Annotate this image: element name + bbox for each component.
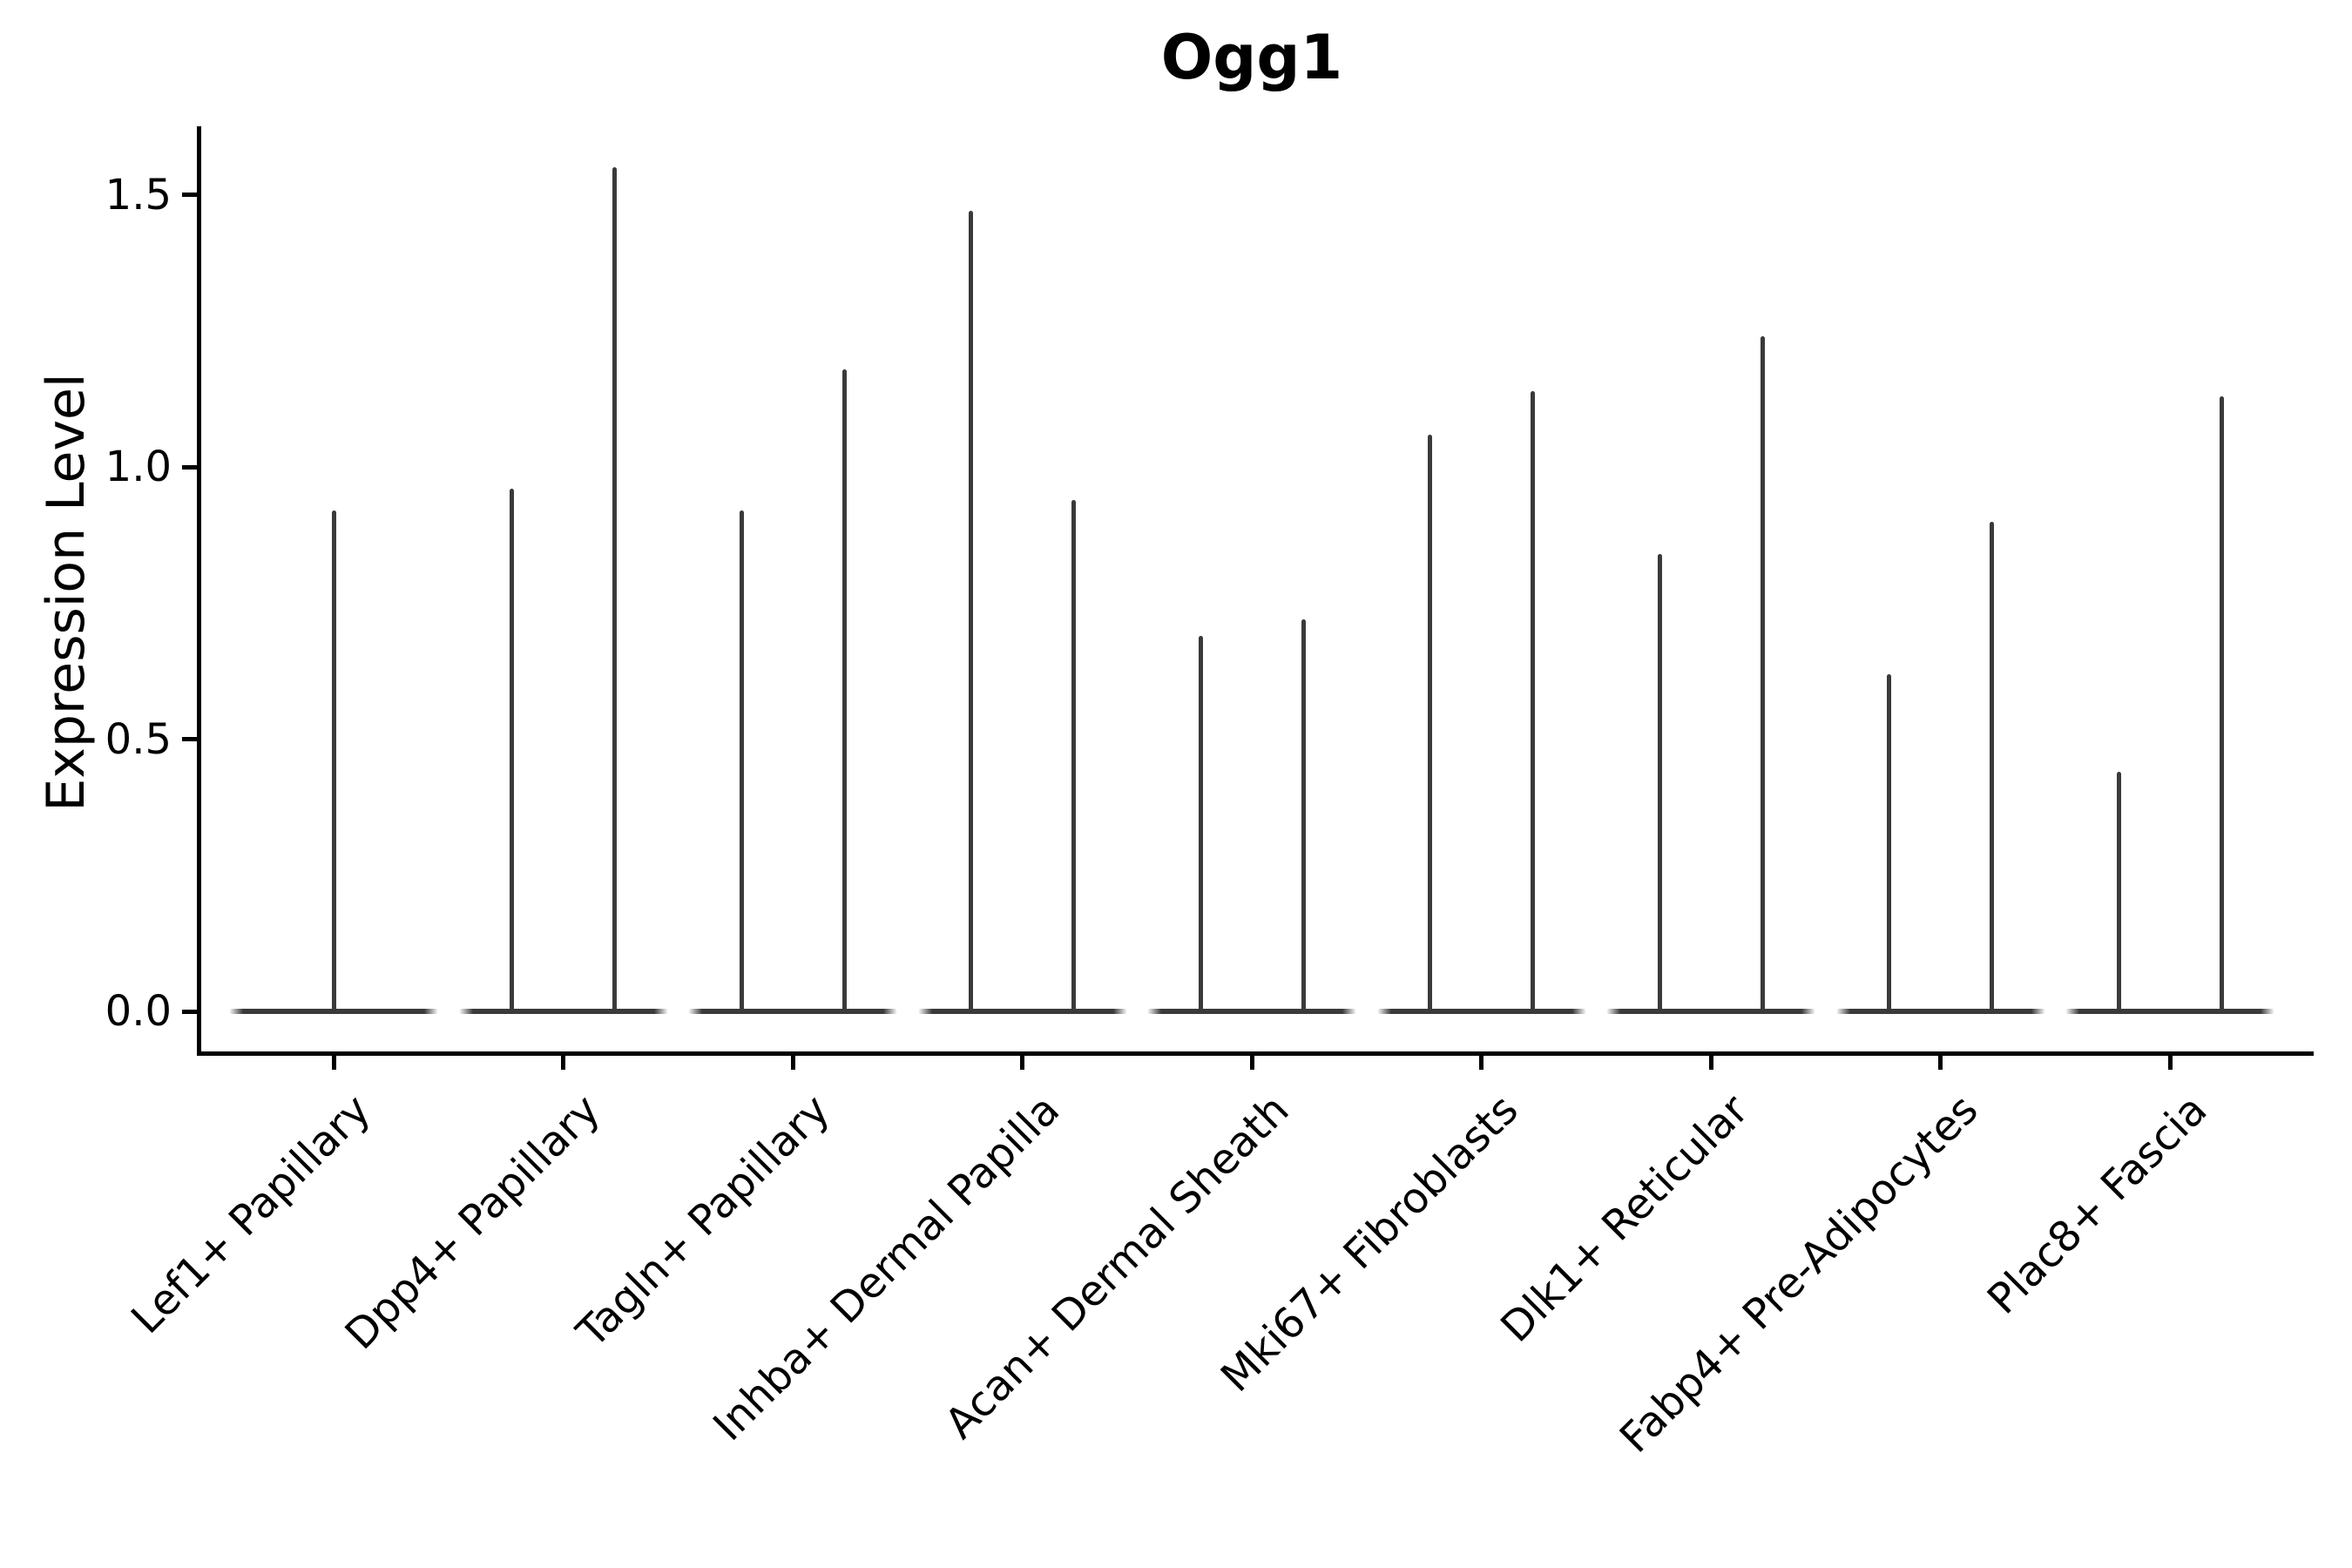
x-axis-tick bbox=[331, 1056, 336, 1070]
violin-spike bbox=[969, 211, 973, 1014]
x-axis-tick bbox=[1938, 1056, 1943, 1070]
x-axis-tick-label: Dpp4+ Papillary bbox=[336, 1085, 611, 1360]
violin-baseline bbox=[458, 1009, 668, 1014]
violin-spike bbox=[510, 489, 514, 1014]
y-axis-spine bbox=[197, 126, 201, 1056]
violin-spike bbox=[2219, 395, 2224, 1014]
violin-spike bbox=[1428, 434, 1432, 1014]
x-axis-tick bbox=[1020, 1056, 1024, 1070]
violin-spike bbox=[1657, 554, 1662, 1014]
violin-spike bbox=[1990, 521, 1994, 1014]
x-axis-tick bbox=[2167, 1056, 2173, 1070]
violin-spike bbox=[1071, 499, 1076, 1014]
violin-baseline bbox=[1835, 1009, 2045, 1014]
violin-spike bbox=[1531, 390, 1535, 1014]
x-axis-tick-label: Dlk1+ Reticular bbox=[1490, 1085, 1758, 1352]
violin-spike bbox=[1887, 673, 1891, 1014]
violin-spike bbox=[739, 510, 744, 1014]
x-axis-spine bbox=[197, 1051, 2314, 1056]
x-axis-tick bbox=[790, 1056, 795, 1070]
y-axis-tick bbox=[182, 737, 197, 741]
violin-baseline bbox=[1606, 1009, 1815, 1014]
violin-baseline bbox=[688, 1009, 897, 1014]
x-axis-tick bbox=[1249, 1056, 1254, 1070]
x-axis-tick-label: Plac8+ Fascia bbox=[1978, 1085, 2217, 1324]
x-axis-tick bbox=[1708, 1056, 1713, 1070]
x-axis-tick bbox=[561, 1056, 565, 1070]
violin-baseline bbox=[917, 1009, 1127, 1014]
violin-baseline bbox=[2065, 1009, 2274, 1014]
violin-spike bbox=[331, 510, 336, 1014]
violin-baseline bbox=[1376, 1009, 1586, 1014]
plot-title: Ogg1 bbox=[1160, 22, 1343, 93]
violin-spike bbox=[1301, 619, 1306, 1014]
y-axis-tick bbox=[182, 464, 197, 470]
violin-baseline bbox=[1147, 1009, 1356, 1014]
y-axis-tick-label: 1.5 bbox=[105, 170, 172, 220]
y-axis-tick bbox=[182, 193, 197, 197]
y-axis-tick-label: 0.5 bbox=[105, 714, 172, 764]
violin-spike bbox=[1760, 336, 1765, 1014]
violin-spike bbox=[2116, 772, 2121, 1014]
y-axis-tick-label: 0.0 bbox=[105, 987, 172, 1036]
y-axis-tick bbox=[182, 1009, 197, 1014]
violin-spike bbox=[1198, 635, 1203, 1014]
x-axis-tick-label: Tagln+ Papillary bbox=[567, 1085, 840, 1357]
x-axis-tick-label: Lef1+ Papillary bbox=[122, 1085, 381, 1343]
x-axis-tick bbox=[1479, 1056, 1484, 1070]
y-axis-tick-label: 1.0 bbox=[105, 443, 172, 491]
violin-spike bbox=[612, 167, 617, 1014]
violin-spike bbox=[841, 368, 847, 1014]
